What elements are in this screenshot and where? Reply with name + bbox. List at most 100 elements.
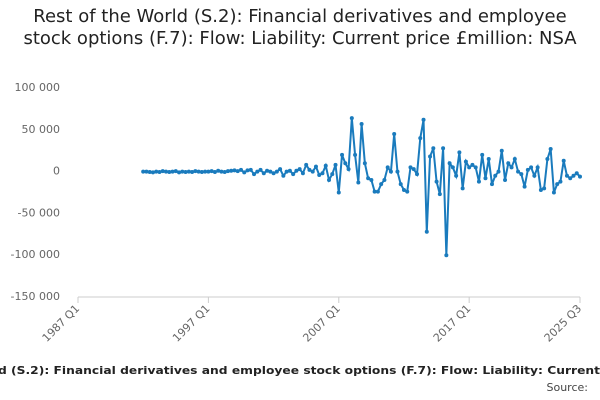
data-point [568, 176, 573, 181]
data-point [225, 169, 230, 174]
data-point [385, 165, 390, 170]
data-point [415, 172, 420, 177]
data-point [330, 172, 335, 177]
data-point [418, 136, 423, 141]
data-point [150, 170, 155, 175]
data-point [167, 170, 172, 175]
data-point [248, 167, 253, 172]
data-point [395, 169, 400, 174]
data-point [428, 154, 433, 159]
data-point [503, 177, 508, 182]
data-point [467, 165, 472, 170]
data-point [463, 159, 468, 164]
data-point [222, 170, 227, 175]
data-point [144, 169, 149, 174]
chart-title: Rest of the World (S.2): Financial deriv… [23, 6, 577, 49]
data-point [258, 167, 263, 172]
data-point [193, 169, 198, 174]
data-point [307, 167, 312, 172]
data-point [424, 229, 429, 234]
data-point [268, 169, 273, 174]
data-point [349, 116, 354, 121]
data-point [317, 172, 322, 177]
data-point [274, 169, 279, 174]
data-point [320, 171, 325, 176]
data-point [545, 157, 550, 162]
data-point [242, 170, 247, 175]
data-point [542, 186, 547, 191]
data-point [300, 171, 305, 176]
data-point [340, 152, 345, 157]
data-point [522, 184, 527, 189]
data-point [359, 121, 364, 126]
series-line [143, 118, 581, 256]
data-point [444, 253, 449, 258]
data-point [408, 165, 413, 170]
data-point [535, 165, 540, 170]
data-point [271, 171, 276, 176]
data-point [411, 167, 416, 172]
data-point [369, 177, 374, 182]
data-point [284, 169, 289, 174]
data-point [147, 170, 152, 175]
data-point [470, 162, 475, 167]
data-point [235, 169, 240, 174]
data-point [353, 152, 358, 157]
data-point [555, 182, 560, 187]
data-point [261, 171, 266, 176]
data-point [509, 165, 514, 170]
data-point [460, 186, 465, 191]
data-point [382, 177, 387, 182]
data-point [170, 169, 175, 174]
data-point [313, 164, 318, 169]
data-point [164, 169, 169, 174]
data-point [141, 169, 146, 174]
data-point [538, 187, 543, 192]
footer-title: d (S.2): Financial derivatives and emplo… [0, 364, 600, 377]
data-point [489, 182, 494, 187]
data-point [304, 162, 309, 167]
data-point [496, 169, 501, 174]
data-point [310, 169, 315, 174]
y-tick-label: -50 000 [18, 206, 60, 219]
data-point [512, 157, 517, 162]
data-point [499, 148, 504, 153]
data-point [245, 168, 250, 173]
data-point [336, 190, 341, 195]
data-point [574, 171, 579, 176]
data-point [278, 167, 283, 172]
data-point [157, 170, 162, 175]
y-tick-label: 0 [53, 165, 60, 178]
data-point [160, 169, 165, 174]
data-point [180, 169, 185, 174]
data-point [219, 169, 224, 174]
data-point [199, 170, 204, 175]
data-point [196, 169, 201, 174]
x-tick-label: 2017 Q1 [431, 302, 474, 345]
data-point [238, 167, 243, 172]
data-point [493, 173, 498, 178]
y-tick-label: 50 000 [22, 123, 61, 136]
data-point [206, 169, 211, 174]
data-point [232, 168, 237, 173]
data-point [473, 165, 478, 170]
data-point [571, 173, 576, 178]
data-point [327, 177, 331, 182]
data-point [434, 179, 439, 184]
data-point [356, 180, 361, 185]
data-point [450, 165, 455, 170]
data-point [421, 117, 426, 122]
source: Source: [547, 381, 589, 394]
data-point [388, 169, 393, 174]
data-point [281, 173, 286, 178]
data-point [561, 158, 566, 163]
y-tick-label: -100 000 [11, 248, 60, 261]
data-point [183, 170, 188, 175]
data-point [190, 170, 195, 175]
data-point [431, 146, 436, 151]
data-point [375, 189, 380, 194]
data-point [401, 187, 406, 192]
data-point [297, 167, 302, 172]
